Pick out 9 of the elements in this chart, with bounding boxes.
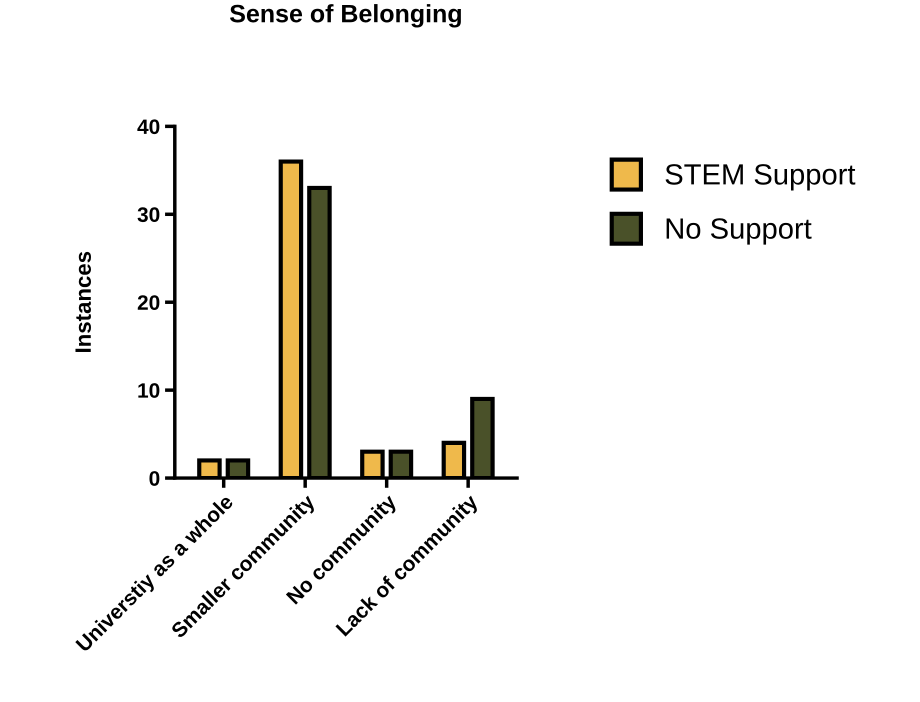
chart-title: Sense of Belonging [230, 4, 461, 28]
y-tick-label: 40 [137, 119, 160, 134]
y-tick-label: 0 [149, 471, 160, 486]
y-axis-title: Instances [75, 252, 91, 352]
y-tick-label: 10 [138, 383, 160, 398]
legend-label: STEM Support [666, 164, 856, 190]
legend-label: No Support [666, 218, 812, 245]
y-tick-label: 20 [138, 295, 160, 310]
y-tick-label: 30 [138, 207, 160, 222]
